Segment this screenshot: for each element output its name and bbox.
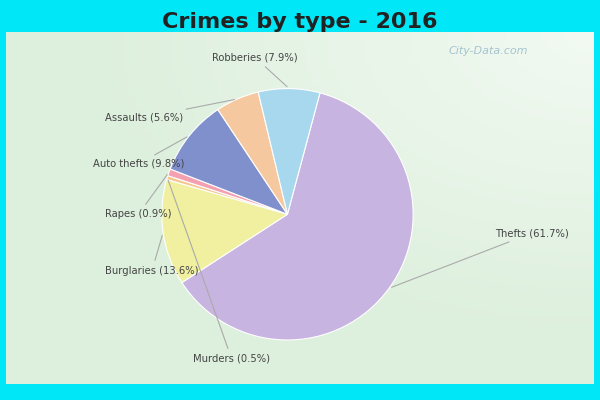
Text: Thefts (61.7%): Thefts (61.7%)	[392, 228, 569, 287]
Text: Crimes by type - 2016: Crimes by type - 2016	[162, 12, 438, 32]
Text: Rapes (0.9%): Rapes (0.9%)	[105, 174, 172, 219]
Text: Robberies (7.9%): Robberies (7.9%)	[212, 52, 298, 87]
Wedge shape	[170, 110, 287, 214]
Wedge shape	[258, 88, 320, 214]
Text: Assaults (5.6%): Assaults (5.6%)	[105, 100, 235, 122]
Wedge shape	[218, 92, 287, 214]
Wedge shape	[162, 180, 287, 282]
Wedge shape	[182, 93, 413, 340]
Wedge shape	[168, 169, 287, 214]
Text: Auto thefts (9.8%): Auto thefts (9.8%)	[92, 137, 187, 169]
Text: Burglaries (13.6%): Burglaries (13.6%)	[105, 235, 199, 276]
Text: City-Data.com: City-Data.com	[449, 46, 529, 56]
Wedge shape	[167, 176, 287, 214]
Text: Murders (0.5%): Murders (0.5%)	[168, 180, 270, 364]
